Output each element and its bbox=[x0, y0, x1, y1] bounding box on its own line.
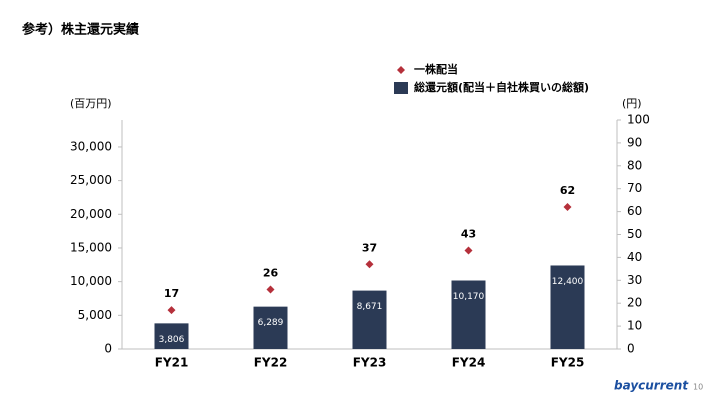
y2-tick-label: 60 bbox=[627, 204, 642, 218]
legend-swatch bbox=[394, 82, 408, 94]
y2-axis-label: (円) bbox=[622, 97, 642, 110]
bar bbox=[451, 280, 486, 349]
y-tick-label: 15,000 bbox=[70, 240, 112, 254]
marker-value-label: 62 bbox=[560, 184, 575, 197]
legend-swatch bbox=[397, 66, 405, 74]
x-tick-label: FY24 bbox=[452, 356, 486, 370]
bar-value-label: 8,671 bbox=[357, 302, 383, 312]
y2-tick-label: 40 bbox=[627, 250, 642, 264]
y-axis-label: (百万円) bbox=[70, 97, 112, 110]
y2-tick-label: 80 bbox=[627, 158, 642, 172]
diamond-marker bbox=[266, 285, 275, 294]
x-tick-label: FY23 bbox=[353, 356, 387, 370]
y2-tick-label: 10 bbox=[627, 319, 642, 333]
y2-tick-label: 90 bbox=[627, 135, 642, 149]
diamond-marker bbox=[464, 246, 473, 255]
x-tick-label: FY21 bbox=[155, 356, 189, 370]
y-tick-label: 30,000 bbox=[70, 139, 112, 153]
y2-tick-label: 100 bbox=[627, 113, 650, 127]
slide-title: 参考）株主還元実績 bbox=[22, 22, 139, 38]
marker-value-label: 43 bbox=[461, 228, 476, 241]
bar-value-label: 10,170 bbox=[453, 292, 485, 302]
page-number: 10 bbox=[693, 383, 703, 392]
bar-value-label: 3,806 bbox=[159, 335, 185, 345]
bar bbox=[154, 323, 189, 349]
y2-tick-label: 30 bbox=[627, 273, 642, 287]
bar bbox=[253, 306, 288, 349]
x-tick-label: FY22 bbox=[254, 356, 288, 370]
bar bbox=[550, 265, 585, 349]
y2-tick-label: 0 bbox=[627, 342, 635, 356]
diamond-marker bbox=[167, 306, 176, 315]
marker-value-label: 37 bbox=[362, 241, 377, 254]
bar bbox=[352, 290, 387, 349]
y2-tick-label: 50 bbox=[627, 227, 642, 241]
y2-tick-label: 70 bbox=[627, 181, 642, 195]
y-tick-label: 20,000 bbox=[70, 207, 112, 221]
logo: baycurrent bbox=[614, 379, 689, 393]
marker-value-label: 26 bbox=[263, 266, 279, 279]
legend-label: 一株配当 bbox=[414, 62, 458, 76]
y-tick-label: 25,000 bbox=[70, 173, 112, 187]
legend-label: 総還元額(配当＋自社株買いの総額) bbox=[414, 80, 589, 94]
diamond-marker bbox=[563, 203, 572, 212]
marker-value-label: 17 bbox=[164, 287, 179, 300]
y-tick-label: 0 bbox=[104, 342, 112, 356]
y2-tick-label: 20 bbox=[627, 296, 642, 310]
bar-value-label: 6,289 bbox=[258, 318, 284, 328]
x-tick-label: FY25 bbox=[551, 356, 585, 370]
diamond-marker bbox=[365, 260, 374, 269]
y-tick-label: 10,000 bbox=[70, 274, 112, 288]
y-tick-label: 5,000 bbox=[78, 308, 112, 322]
bar-value-label: 12,400 bbox=[552, 277, 584, 287]
